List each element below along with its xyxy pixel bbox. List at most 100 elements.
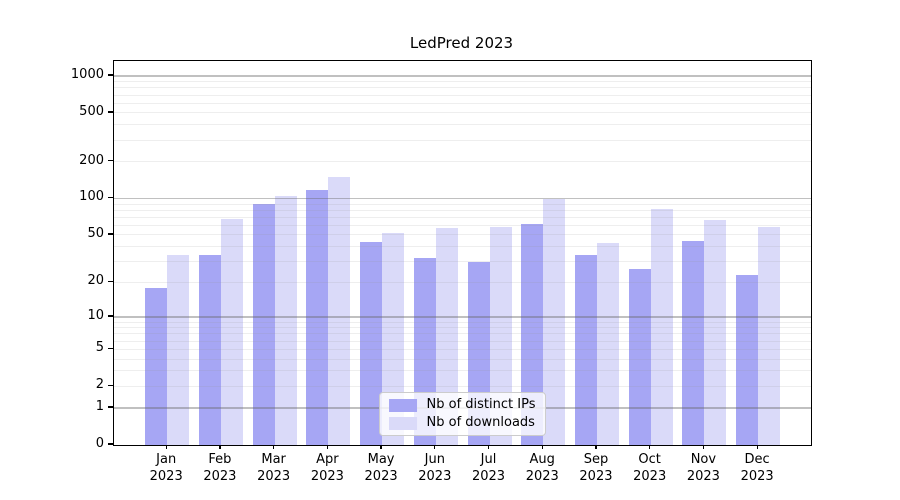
bar-downloads-aug <box>543 198 566 445</box>
bar-downloads-jan <box>167 255 190 445</box>
x-tick-mark <box>702 445 704 449</box>
y-tick-mark <box>108 196 113 199</box>
y-tick-mark <box>108 406 113 408</box>
x-tick-label: Sep 2023 <box>579 452 613 484</box>
gridline <box>114 321 811 323</box>
x-tick-mark <box>649 445 651 449</box>
gridline <box>114 385 811 387</box>
gridline <box>114 281 811 283</box>
legend-item-downloads: Nb of downloads <box>388 415 536 431</box>
y-tick-label: 50 <box>87 225 104 241</box>
y-tick-label: 100 <box>79 189 104 205</box>
legend: Nb of distinct IPs Nb of downloads <box>378 392 547 436</box>
x-tick-mark <box>165 445 167 449</box>
bar-downloads-apr <box>328 177 351 445</box>
gridline <box>114 87 811 89</box>
plot-area: Nb of distinct IPs Nb of downloads <box>113 60 812 446</box>
x-tick-label: May 2023 <box>364 452 398 484</box>
x-tick-mark <box>756 445 758 449</box>
gridline <box>114 203 811 205</box>
bar-downloads-oct <box>650 208 673 445</box>
gridline <box>114 209 811 211</box>
bar-ips-aug <box>521 223 544 445</box>
gridline <box>114 197 811 200</box>
bar-ips-nov <box>682 240 705 445</box>
y-tick-label: 1 <box>95 398 104 414</box>
x-tick-label: Dec 2023 <box>740 452 774 484</box>
bar-ips-dec <box>736 275 759 445</box>
bar-downloads-dec <box>758 227 781 445</box>
bar-downloads-mar <box>274 195 297 445</box>
y-tick-label: 200 <box>79 152 104 168</box>
gridline <box>114 246 811 248</box>
x-tick-label: Jun 2023 <box>418 452 452 484</box>
legend-swatch-distinct-ips <box>388 398 417 412</box>
bar-ips-mar <box>252 204 275 445</box>
x-tick-mark <box>487 445 490 449</box>
gridline <box>114 370 811 372</box>
y-tick-mark <box>108 443 113 445</box>
y-tick-mark <box>108 111 113 113</box>
x-tick-label: Nov 2023 <box>686 452 720 484</box>
x-tick-mark <box>595 445 597 449</box>
y-tick-mark <box>108 315 113 317</box>
gridline <box>114 81 811 83</box>
bar-ips-feb <box>198 255 221 445</box>
legend-label-distinct-ips: Nb of distinct IPs <box>426 397 536 412</box>
gridline <box>114 234 811 236</box>
y-tick-label: 20 <box>87 273 104 289</box>
x-tick-mark <box>541 445 543 449</box>
gridline <box>114 124 811 126</box>
y-tick-mark <box>108 280 113 282</box>
y-tick-label: 5 <box>95 340 104 356</box>
y-tick-mark <box>108 384 113 386</box>
gridline <box>114 327 811 329</box>
y-tick-mark <box>108 160 113 162</box>
y-tick-mark <box>108 233 113 235</box>
chart-title: LedPred 2023 <box>409 34 514 52</box>
x-tick-label: Apr 2023 <box>310 452 344 484</box>
gridline <box>114 358 811 360</box>
gridline <box>114 75 811 77</box>
x-tick-label: Mar 2023 <box>257 452 291 484</box>
bar-downloads-jul <box>489 227 512 445</box>
gridline <box>114 261 811 263</box>
y-tick-label: 0 <box>95 436 104 451</box>
x-tick-label: Jul 2023 <box>471 452 506 484</box>
legend-swatch-downloads <box>388 416 417 430</box>
y-tick-mark <box>108 74 113 76</box>
bar-downloads-sep <box>596 242 619 445</box>
gridline <box>114 139 811 141</box>
y-tick-label: 1000 <box>70 66 104 82</box>
x-tick-mark <box>380 445 382 449</box>
x-tick-label: Oct 2023 <box>633 452 667 484</box>
gridline <box>114 94 811 96</box>
bar-ips-may <box>360 241 383 445</box>
bar-downloads-nov <box>704 220 727 445</box>
gridline <box>114 216 811 218</box>
bar-downloads-may <box>382 232 405 445</box>
x-tick-label: Feb 2023 <box>203 452 237 484</box>
gridline <box>114 333 811 335</box>
gridline <box>114 224 811 226</box>
gridline <box>114 340 811 342</box>
x-tick-mark <box>434 445 436 449</box>
gridline <box>114 316 811 318</box>
gridline <box>114 161 811 163</box>
legend-item-distinct-ips: Nb of distinct IPs <box>388 397 536 413</box>
bar-downloads-feb <box>220 218 243 445</box>
legend-label-downloads: Nb of downloads <box>426 415 535 430</box>
bar-downloads-jun <box>435 228 458 445</box>
y-tick-mark <box>108 347 113 349</box>
bar-ips-apr <box>306 189 329 445</box>
x-tick-label: Jan 2023 <box>149 452 183 484</box>
x-tick-mark <box>273 445 275 449</box>
bar-ips-sep <box>574 255 597 445</box>
gridline <box>114 112 811 114</box>
y-tick-label: 2 <box>95 377 104 393</box>
x-tick-label: Aug 2023 <box>525 452 559 484</box>
y-tick-label: 500 <box>79 103 104 119</box>
y-tick-label: 10 <box>87 307 104 323</box>
x-tick-mark <box>326 445 328 449</box>
